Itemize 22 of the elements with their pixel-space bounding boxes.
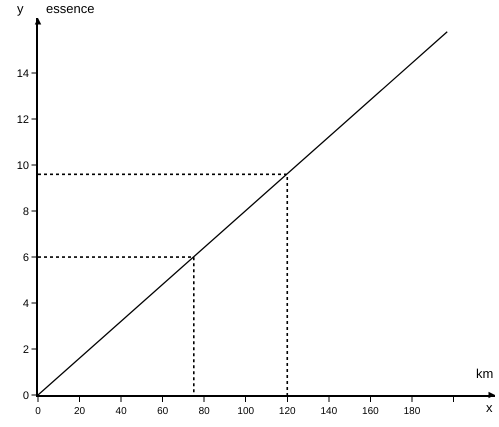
text: y: [17, 1, 24, 16]
x-tick-label: 60: [157, 406, 169, 417]
y-tick-label: 12: [16, 114, 30, 126]
x-tick-label: 160: [362, 406, 380, 417]
annotation: km: [476, 366, 494, 381]
y-axis-title: essence: [46, 1, 94, 16]
y-tick-label: 14: [16, 68, 30, 80]
x-tick-label: 40: [116, 406, 128, 417]
y-tick-label: 2: [22, 344, 30, 356]
x-tick-label: 100: [237, 406, 255, 417]
y-tick-label: 4: [22, 298, 30, 310]
y-tick-label: 10: [16, 160, 30, 172]
x-tick-label: 140: [320, 406, 338, 417]
x-tick-label: 80: [198, 406, 210, 417]
x-tick-label: 120: [278, 406, 296, 417]
y-tick-label: 8: [22, 206, 30, 218]
x-tick-label: 20: [74, 406, 86, 417]
y-tick-label: 6: [22, 252, 30, 264]
x-tick-label: 180: [404, 406, 421, 417]
x-tick-label: 0: [35, 406, 42, 417]
x-axis-title: x: [486, 400, 493, 415]
y-tick-label: 0: [22, 390, 30, 402]
